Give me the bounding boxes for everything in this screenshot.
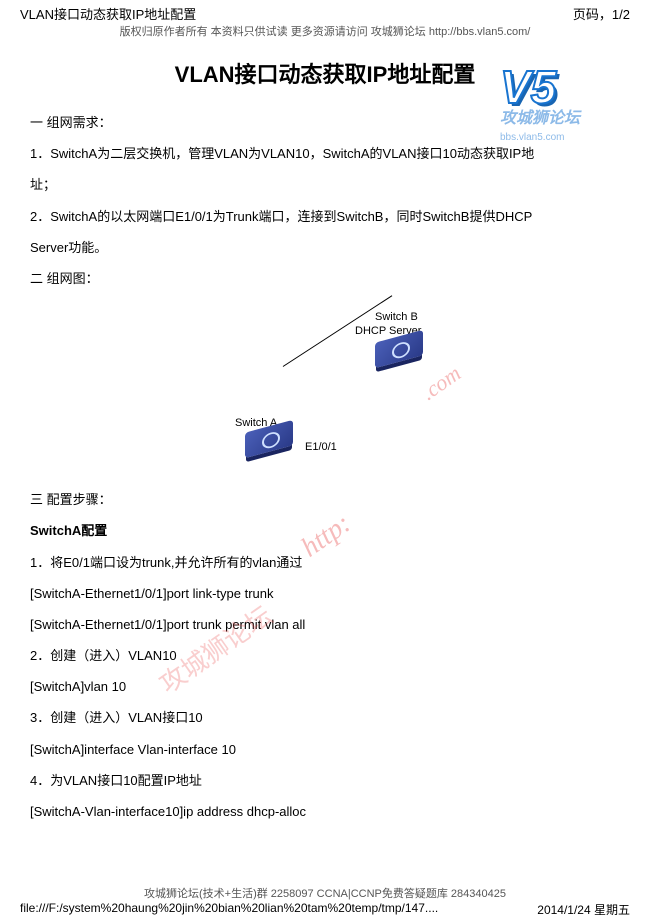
paragraph: 址； [30, 169, 620, 200]
document-body: 一 组网需求： 1．SwitchA为二层交换机，管理VLAN为VLAN10，Sw… [0, 107, 650, 827]
page-title: VLAN接口动态获取IP地址配置 [0, 57, 650, 89]
config-cmd: [SwitchA-Ethernet1/0/1]port link-type tr… [30, 578, 620, 609]
header-left: VLAN接口动态获取IP地址配置 [20, 4, 196, 23]
config-step: 2．创建（进入）VLAN10 [30, 640, 620, 671]
config-cmd: [SwitchA-Ethernet1/0/1]port trunk permit… [30, 609, 620, 640]
config-title: SwitchA配置 [30, 515, 620, 546]
config-cmd: [SwitchA]vlan 10 [30, 671, 620, 702]
config-step: 4．为VLAN接口10配置IP地址 [30, 765, 620, 796]
config-cmd: [SwitchA-Vlan-interface10]ip address dhc… [30, 796, 620, 827]
section-heading: 一 组网需求： [30, 107, 620, 138]
config-step: 3．创建（进入）VLAN接口10 [30, 702, 620, 733]
header-sub: 版权归原作者所有 本资料只供试读 更多资源请访问 攻城狮论坛 http://bb… [0, 23, 650, 39]
section-heading: 二 组网图： [30, 263, 620, 294]
config-cmd: [SwitchA]interface Vlan-interface 10 [30, 734, 620, 765]
header-right: 页码，1/2 [573, 4, 630, 23]
footer-path: file:///F:/system%20haung%20jin%20bian%2… [20, 901, 438, 918]
paragraph: 2．SwitchA的以太网端口E1/0/1为Trunk端口，连接到SwitchB… [30, 201, 620, 232]
paragraph: Server功能。 [30, 232, 620, 263]
paragraph: 1．SwitchA为二层交换机，管理VLAN为VLAN10，SwitchA的VL… [30, 138, 620, 169]
config-step: 1．将E0/1端口设为trunk,并允许所有的vlan通过 [30, 547, 620, 578]
footer-line1: 攻城狮论坛(技术+生活)群 2258097 CCNA|CCNP免费答疑题库 28… [20, 885, 630, 901]
section-heading: 三 配置步骤： [30, 484, 620, 515]
footer: 攻城狮论坛(技术+生活)群 2258097 CCNA|CCNP免费答疑题库 28… [0, 885, 650, 918]
footer-date: 2014/1/24 星期五 [537, 901, 630, 918]
label-port: E1/0/1 [305, 434, 337, 460]
